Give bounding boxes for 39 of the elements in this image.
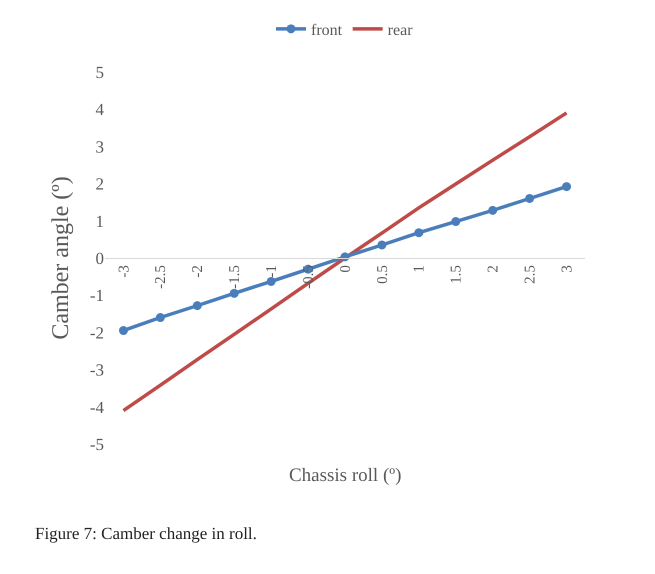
x-tick-label: -0.5 xyxy=(300,265,317,289)
y-tick-label: 1 xyxy=(96,212,104,231)
y-tick-label: 4 xyxy=(96,100,104,120)
y-tick-label: -1 xyxy=(90,286,104,306)
point xyxy=(156,313,165,322)
x-tick-label: 0.5 xyxy=(374,265,391,284)
legend-label: rear xyxy=(388,22,414,40)
x-tick-label: -1 xyxy=(264,265,280,278)
y-tick-label: 2 xyxy=(96,174,104,194)
caption: Figure 7: Camber change in roll. xyxy=(35,524,257,543)
x-tick-label: -2.5 xyxy=(153,265,170,289)
x-tick-label: -2 xyxy=(190,265,206,278)
x-tick-label: -3 xyxy=(116,265,132,278)
point xyxy=(118,326,128,336)
point xyxy=(414,228,424,238)
y-tick-label: -5 xyxy=(90,434,104,454)
point xyxy=(377,240,386,250)
point xyxy=(230,288,239,298)
point xyxy=(562,182,572,192)
x-tick-label: 1.5 xyxy=(448,265,465,284)
y-axis-title: Camber angle (º) xyxy=(48,176,74,340)
x-tick-label: 1 xyxy=(412,265,428,273)
x-axis-title: Chassis roll (º) xyxy=(289,465,402,486)
y-tick-label: -2 xyxy=(90,323,104,342)
x-tick-label: 0 xyxy=(338,265,354,273)
y-tick-label: 3 xyxy=(96,137,104,156)
point xyxy=(525,194,534,203)
point xyxy=(192,301,202,310)
x-tick-label: -1.5 xyxy=(227,265,244,289)
x-tick-label: 3 xyxy=(559,265,576,273)
y-tick-label: -4 xyxy=(90,398,104,417)
legend-label: front xyxy=(311,22,343,40)
x-tick-label: 2.5 xyxy=(522,265,538,284)
y-tick-label: -3 xyxy=(90,360,104,380)
point xyxy=(266,276,276,286)
x-tick-label: 2 xyxy=(486,265,502,273)
point xyxy=(451,217,460,226)
point xyxy=(488,206,498,215)
y-tick-label: 5 xyxy=(96,62,104,82)
